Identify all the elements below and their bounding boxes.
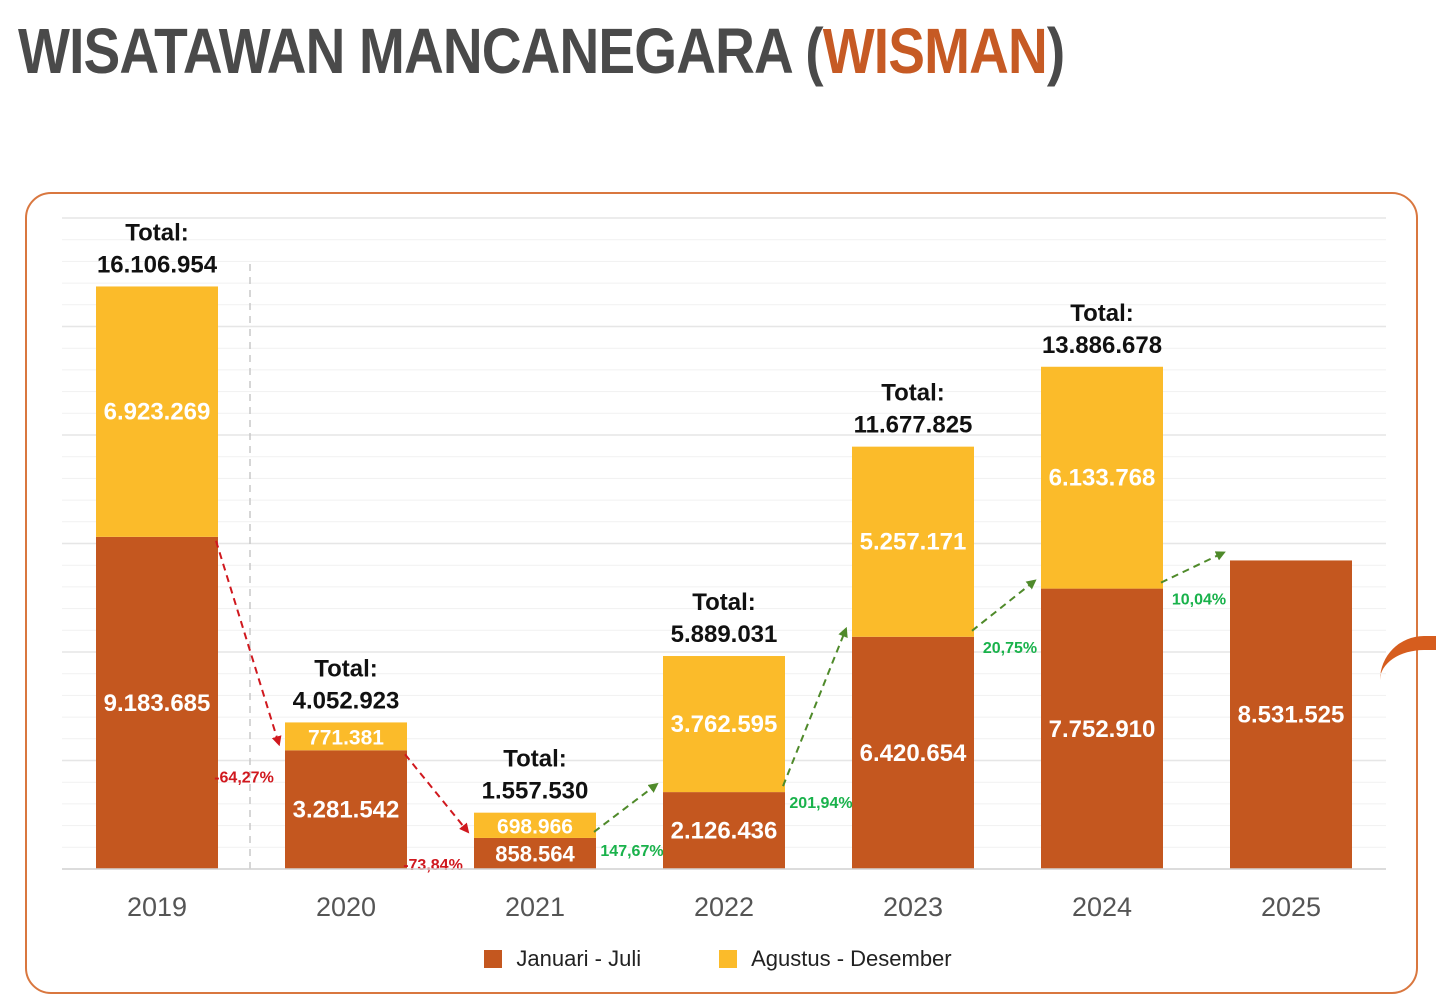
- change-arrow-2019-2020: [215, 540, 282, 747]
- legend-item-jan-jul: Januari - Juli: [484, 946, 641, 972]
- change-label-2020-2021: -73,84%: [403, 857, 463, 874]
- bar-jan-jul-2021: [474, 837, 596, 869]
- data-label-agu-des-2019: 6.923.269: [104, 399, 211, 426]
- change-label-2023-2024: 20,75%: [983, 640, 1037, 657]
- data-label-agu-des-2023: 5.257.171: [860, 529, 967, 556]
- total-value-2024: 13.886.678: [1042, 332, 1162, 359]
- bar-agu-des-2024: [1041, 366, 1163, 589]
- legend-item-agu-des: Agustus - Desember: [719, 946, 952, 972]
- bar-jan-jul-2023: [852, 636, 974, 869]
- bar-jan-jul-2024: [1041, 588, 1163, 869]
- bar-jan-jul-2022: [663, 792, 785, 869]
- total-value-2022: 5.889.031: [671, 621, 778, 648]
- data-label-agu-des-2024: 6.133.768: [1049, 465, 1156, 492]
- legend-swatch-jan-jul: [484, 950, 503, 968]
- total-prefix-2023: Total:: [881, 380, 945, 407]
- title-prefix: WISATAWAN MANCANEGARA (: [18, 15, 824, 87]
- total-value-2021: 1.557.530: [482, 778, 589, 805]
- data-label-jan-jul-2023: 6.420.654: [860, 740, 967, 767]
- x-tick-label-2023: 2023: [883, 892, 943, 922]
- change-arrow-2020-2021: [404, 753, 470, 834]
- bar-agu-des-2022: [663, 656, 785, 793]
- change-arrow-2022-2023: [782, 626, 848, 787]
- total-prefix-2020: Total:: [314, 655, 378, 682]
- total-prefix-2021: Total:: [503, 746, 567, 773]
- x-tick-label-2024: 2024: [1072, 892, 1132, 922]
- bar-jan-jul-2020: [285, 750, 407, 869]
- page-title: WISATAWAN MANCANEGARA (WISMAN): [18, 14, 1065, 88]
- data-label-jan-jul-2024: 7.752.910: [1049, 716, 1156, 743]
- bars: [96, 286, 1352, 869]
- change-label-2022-2023: 201,94%: [789, 795, 852, 812]
- x-tick-label-2025: 2025: [1261, 892, 1321, 922]
- x-tick-label-2022: 2022: [694, 892, 754, 922]
- change-arrow-2023-2024: [971, 579, 1037, 632]
- total-prefix-2019: Total:: [125, 219, 189, 246]
- title-suffix: ): [1046, 15, 1065, 87]
- total-prefix-2024: Total:: [1070, 300, 1134, 327]
- data-label-jan-jul-2025: 8.531.525: [1238, 702, 1345, 729]
- change-label-2021-2022: 147,67%: [600, 843, 663, 860]
- data-labels: 9.183.685 6.923.269 Total: 16.106.954 3.281.…: [97, 219, 1344, 873]
- change-label-2019-2020: -64,27%: [214, 769, 274, 786]
- bar-agu-des-2020: [285, 722, 407, 751]
- x-axis: 2019 2020 2021 2022 2023 2024 2025: [62, 868, 1386, 922]
- data-label-jan-jul-2021: 858.564: [495, 841, 575, 866]
- data-label-agu-des-2021: 698.966: [497, 815, 573, 838]
- change-arrow-2024-2025: [1160, 551, 1226, 584]
- total-value-2023: 11.677.825: [854, 412, 973, 439]
- bar-jan-jul-2019: [96, 536, 218, 869]
- data-label-jan-jul-2019: 9.183.685: [104, 690, 211, 717]
- total-value-2019: 16.106.954: [97, 251, 218, 278]
- legend: Januari - Juli Agustus - Desember: [0, 946, 1436, 972]
- legend-label-agu-des: Agustus - Desember: [751, 946, 952, 971]
- x-tick-label-2019: 2019: [127, 892, 187, 922]
- bar-agu-des-2019: [96, 286, 218, 537]
- data-label-jan-jul-2020: 3.281.542: [293, 797, 400, 824]
- legend-swatch-agu-des: [719, 950, 738, 968]
- change-arrows: [215, 540, 1226, 834]
- bar-jan-jul-2025: [1230, 560, 1352, 869]
- bar-agu-des-2023: [852, 446, 974, 637]
- x-tick-label-2021: 2021: [505, 892, 565, 922]
- data-label-jan-jul-2022: 2.126.436: [671, 818, 778, 845]
- title-accent: WISMAN: [822, 15, 1048, 87]
- data-label-agu-des-2022: 3.762.595: [671, 711, 778, 738]
- x-tick-label-2020: 2020: [316, 892, 376, 922]
- legend-label-jan-jul: Januari - Juli: [516, 946, 642, 971]
- change-label-2024-2025: 10,04%: [1172, 592, 1226, 609]
- data-label-agu-des-2020: 771.381: [308, 726, 384, 749]
- change-arrow-2021-2022: [593, 782, 659, 833]
- total-prefix-2022: Total:: [692, 589, 756, 616]
- bar-agu-des-2021: [474, 812, 596, 838]
- total-value-2020: 4.052.923: [293, 687, 400, 714]
